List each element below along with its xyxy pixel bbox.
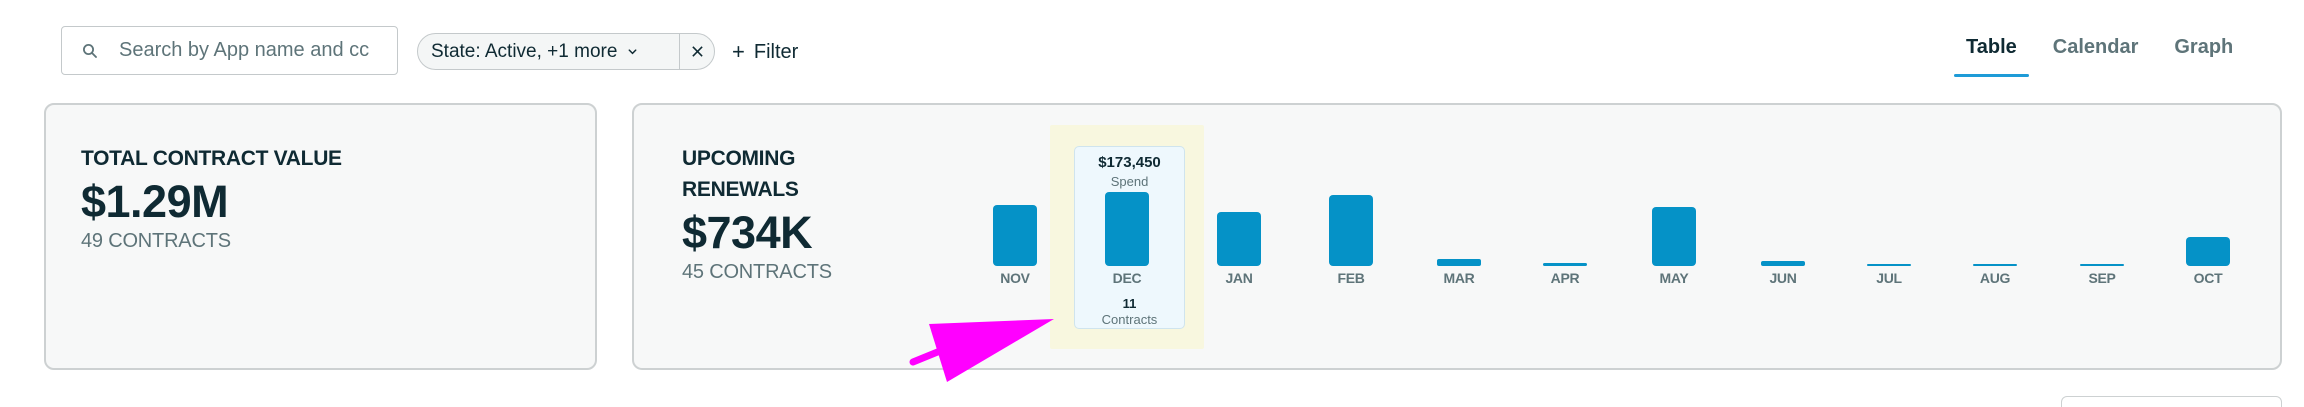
view-tabs: Table Calendar Graph	[1954, 34, 2245, 80]
state-filter-dropdown[interactable]: State: Active, +1 more	[418, 34, 679, 69]
card-title-line2: RENEWALS	[682, 178, 799, 201]
state-filter-label: State: Active, +1 more	[431, 40, 618, 62]
chart-column-mar: MAR	[1437, 105, 1481, 368]
tooltip-contracts-count: 11	[1122, 296, 1137, 311]
tooltip-spend-label: Spend	[1110, 174, 1149, 189]
chart-column-aug: AUG	[1973, 105, 2017, 368]
month-label: JUN	[1769, 270, 1797, 286]
partial-control[interactable]	[2061, 396, 2282, 407]
bar-mar[interactable]	[1437, 259, 1481, 266]
chart-column-jul: JUL	[1867, 105, 1911, 368]
month-label: SEP	[2088, 270, 2116, 286]
search-box[interactable]	[61, 26, 398, 75]
tab-table[interactable]: Table	[1954, 34, 2029, 77]
chart-column-dec: DEC	[1105, 105, 1149, 368]
bar-nov[interactable]	[993, 205, 1037, 266]
chart-column-feb: FEB	[1329, 105, 1373, 368]
upcoming-renewals-card: UPCOMING RENEWALS $734K 45 CONTRACTS $17…	[632, 103, 2282, 370]
card-value: $734K	[682, 207, 813, 258]
state-filter-pill: State: Active, +1 more	[417, 33, 715, 70]
month-label: MAR	[1443, 270, 1475, 286]
bar-jan[interactable]	[1217, 212, 1261, 266]
search-icon	[83, 43, 97, 58]
chart-column-jan: JAN	[1217, 105, 1261, 368]
month-label: AUG	[1979, 270, 2011, 286]
chevron-down-icon	[628, 49, 637, 55]
month-label: FEB	[1337, 270, 1365, 286]
card-title-line1: UPCOMING	[682, 147, 796, 170]
month-label: JAN	[1225, 270, 1253, 286]
chart-column-sep: SEP	[2080, 105, 2124, 368]
chart-column-apr: APR	[1543, 105, 1587, 368]
card-title: TOTAL CONTRACT VALUE	[81, 147, 342, 170]
month-label: MAY	[1659, 270, 1689, 286]
bar-jun[interactable]	[1761, 261, 1805, 266]
chart-column-oct: OCT	[2186, 105, 2230, 368]
month-label: NOV	[1000, 270, 1030, 286]
tooltip-contracts-label: Contracts	[1101, 312, 1158, 327]
bar-may[interactable]	[1652, 207, 1696, 266]
month-label: JUL	[1876, 270, 1902, 286]
add-filter-label: Filter	[753, 40, 799, 63]
month-label: OCT	[2193, 270, 2223, 286]
add-filter-button[interactable]: + Filter	[732, 37, 798, 67]
tooltip-spend-value: $173,450	[1098, 154, 1161, 171]
card-subtitle: 49 CONTRACTS	[81, 230, 231, 252]
total-contract-value-card: TOTAL CONTRACT VALUE $1.29M 49 CONTRACTS	[44, 103, 597, 370]
plus-icon: +	[732, 39, 745, 64]
tab-graph[interactable]: Graph	[2174, 36, 2234, 58]
search-input[interactable]	[119, 39, 389, 62]
bar-aug[interactable]	[1973, 264, 2017, 266]
month-label: APR	[1550, 270, 1580, 286]
month-label: DEC	[1112, 270, 1142, 286]
bar-apr[interactable]	[1543, 263, 1587, 266]
card-subtitle: 45 CONTRACTS	[682, 261, 832, 283]
bar-tooltip: $173,450 Spend 11 Contracts	[1074, 146, 1185, 329]
clear-filter-button[interactable]	[679, 34, 714, 69]
bar-jul[interactable]	[1867, 264, 1911, 266]
bar-sep[interactable]	[2080, 264, 2124, 266]
bar-dec[interactable]	[1105, 192, 1149, 266]
chart-column-nov: NOV	[993, 105, 1037, 368]
close-icon	[691, 46, 703, 57]
bar-oct[interactable]	[2186, 237, 2230, 266]
renewals-bar-chart: $173,450 Spend 11 Contracts NOV DEC JAN …	[634, 105, 2280, 368]
chart-column-jun: JUN	[1761, 105, 1805, 368]
chart-column-may: MAY	[1652, 105, 1696, 368]
card-value: $1.29M	[81, 176, 229, 227]
bar-feb[interactable]	[1329, 195, 1373, 266]
tab-calendar[interactable]: Calendar	[2052, 36, 2139, 58]
